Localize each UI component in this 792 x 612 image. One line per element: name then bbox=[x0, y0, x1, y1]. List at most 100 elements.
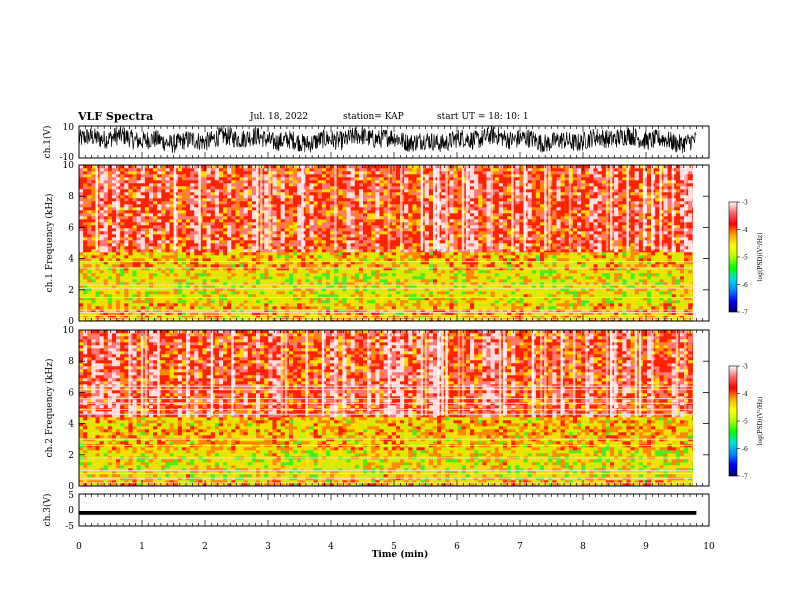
spectrogram-cell bbox=[321, 234, 327, 238]
spectrogram-cell bbox=[325, 171, 331, 175]
spectrogram-cell bbox=[297, 300, 302, 304]
spectrogram-cell bbox=[363, 309, 368, 313]
spectrogram-cell bbox=[272, 186, 277, 190]
spectrogram-cell bbox=[157, 243, 162, 247]
spectrogram-cell bbox=[383, 234, 388, 238]
spectrogram-cell bbox=[181, 276, 187, 280]
spectrogram-cell bbox=[198, 297, 203, 301]
spectrogram-cell bbox=[297, 240, 302, 244]
spectrogram-cell bbox=[157, 192, 162, 196]
spectrogram-cell bbox=[181, 273, 187, 277]
spectrogram-cell bbox=[293, 240, 298, 244]
spectrogram-cell bbox=[144, 165, 150, 169]
spectrogram-cell bbox=[387, 222, 393, 226]
spectrogram-cell bbox=[210, 276, 216, 280]
spectrogram-cell bbox=[321, 180, 327, 184]
spectrogram-cell bbox=[99, 222, 104, 226]
spectrogram-cell bbox=[367, 264, 372, 268]
spectrogram-cell bbox=[321, 171, 327, 175]
spectrogram-cell bbox=[210, 171, 216, 175]
spectrogram-cell bbox=[243, 234, 249, 238]
spectrogram-cell bbox=[367, 204, 372, 208]
spectrogram-cell bbox=[313, 315, 319, 319]
spectrogram-cell bbox=[428, 237, 434, 241]
spectrogram-cell bbox=[379, 180, 384, 184]
spectrogram-cell bbox=[202, 234, 207, 238]
spectrogram-cell bbox=[383, 195, 388, 199]
spectrogram-cell bbox=[284, 183, 290, 187]
spectrogram-cell bbox=[346, 210, 351, 214]
spectrogram-cell bbox=[453, 264, 458, 268]
spectrogram-cell bbox=[83, 303, 88, 307]
spectrogram-cell bbox=[428, 315, 434, 319]
spectrogram-cell bbox=[301, 300, 306, 304]
spectrogram-cell bbox=[391, 306, 397, 310]
spectrogram-cell bbox=[169, 306, 174, 310]
spectrogram-cell bbox=[371, 270, 376, 274]
spectrogram-cell bbox=[124, 297, 129, 301]
spectrogram-cell bbox=[251, 297, 257, 301]
spectrogram-cell bbox=[223, 312, 228, 316]
spectrogram-cell bbox=[186, 300, 191, 304]
spectrogram-cell bbox=[297, 195, 302, 199]
spectrogram-cell bbox=[140, 279, 146, 283]
spectrogram-cell bbox=[305, 189, 310, 193]
spectrogram-cell bbox=[404, 222, 409, 226]
spectrogram-cell bbox=[231, 219, 236, 223]
spectrogram-cell bbox=[441, 249, 446, 253]
spectrogram-cell bbox=[408, 183, 413, 187]
spectrogram-cell bbox=[317, 234, 323, 238]
spectrogram-cell bbox=[161, 180, 166, 184]
spectrogram-cell bbox=[231, 288, 236, 292]
spectrogram-cell bbox=[441, 291, 446, 295]
spectrogram-cell bbox=[247, 276, 253, 280]
spectrogram-cell bbox=[181, 258, 187, 262]
spectrogram-cell bbox=[375, 303, 380, 307]
spectrogram-cell bbox=[79, 237, 84, 241]
spectrogram-cell bbox=[210, 228, 216, 232]
spectrogram-cell bbox=[330, 240, 335, 244]
spectrogram-cell bbox=[387, 204, 393, 208]
spectrogram-cell bbox=[136, 228, 142, 232]
spectrogram-cell bbox=[111, 189, 117, 193]
spectrogram-cell bbox=[107, 216, 113, 220]
spectrogram-cell bbox=[371, 237, 376, 241]
spectrogram-cell bbox=[111, 222, 117, 226]
spectrogram-cell bbox=[276, 258, 281, 262]
spectrogram-cell bbox=[132, 267, 137, 271]
spectrogram-cell bbox=[276, 315, 281, 319]
spectrogram-cell bbox=[449, 210, 454, 214]
spectrogram-cell bbox=[194, 291, 199, 295]
spectrogram-cell bbox=[284, 285, 290, 289]
spectrogram-cell bbox=[441, 276, 446, 280]
spectrogram-cell bbox=[120, 195, 125, 199]
spectrogram-cell bbox=[243, 294, 249, 298]
spectrogram-cell bbox=[371, 252, 376, 256]
spectrogram-cell bbox=[124, 252, 129, 256]
spectrogram-cell bbox=[210, 174, 216, 178]
spectrogram-cell bbox=[128, 207, 133, 211]
spectrogram-cell bbox=[247, 291, 253, 295]
spectrogram-cell bbox=[165, 270, 170, 274]
spectrogram-cell bbox=[313, 219, 319, 223]
spectrogram-cell bbox=[190, 267, 195, 271]
spectrogram-cell bbox=[453, 309, 458, 313]
spectrogram-cell bbox=[153, 285, 158, 289]
spectrogram-cell bbox=[354, 261, 360, 265]
spectrogram-cell bbox=[284, 234, 290, 238]
spectrogram-cell bbox=[367, 225, 372, 229]
spectrogram-cell bbox=[214, 291, 220, 295]
spectrogram-cell bbox=[280, 261, 286, 265]
spectrogram-cell bbox=[445, 306, 450, 310]
spectrogram-cell bbox=[408, 306, 413, 310]
spectrogram-cell bbox=[99, 231, 104, 235]
spectrogram-cell bbox=[91, 243, 96, 247]
spectrogram-cell bbox=[202, 258, 207, 262]
spectrogram-cell bbox=[83, 189, 88, 193]
spectrogram-cell bbox=[367, 309, 372, 313]
spectrogram-cell bbox=[383, 261, 388, 265]
spectrogram-cell bbox=[153, 165, 158, 169]
spectrogram-cell bbox=[223, 303, 228, 307]
spectrogram-cell bbox=[317, 297, 323, 301]
spectrogram-cell bbox=[177, 198, 183, 202]
